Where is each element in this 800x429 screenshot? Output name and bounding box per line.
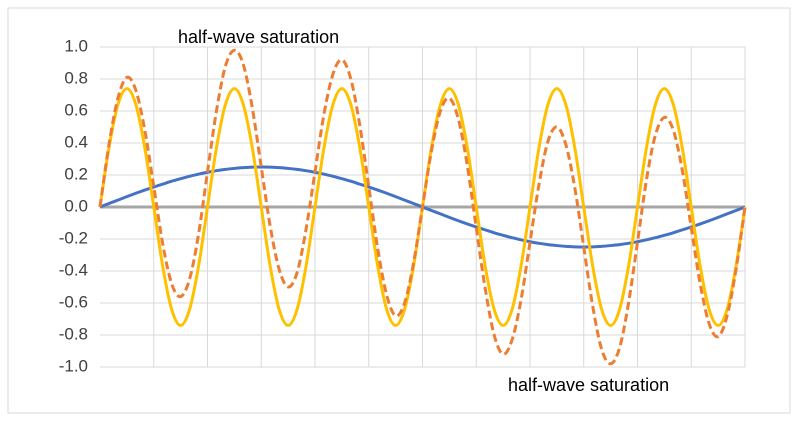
annotation: half-wave saturation <box>508 375 669 395</box>
chart-border <box>7 7 791 414</box>
y-tick-label: -0.8 <box>59 324 88 343</box>
y-tick-label: -0.4 <box>59 260 88 279</box>
y-tick-label: 0.0 <box>64 196 88 215</box>
y-tick-label: 0.6 <box>64 100 88 119</box>
y-tick-label: 0.4 <box>64 132 88 151</box>
series-line <box>98 48 747 366</box>
y-tick-label: 0.2 <box>64 164 88 183</box>
y-tick-label: 0.8 <box>64 68 88 87</box>
y-tick-label: -0.2 <box>59 228 88 247</box>
y-tick-label: -0.6 <box>59 292 88 311</box>
annotation: half-wave saturation <box>178 27 339 47</box>
y-tick-label: -1.0 <box>59 356 88 375</box>
y-tick-label: 1.0 <box>64 36 88 55</box>
